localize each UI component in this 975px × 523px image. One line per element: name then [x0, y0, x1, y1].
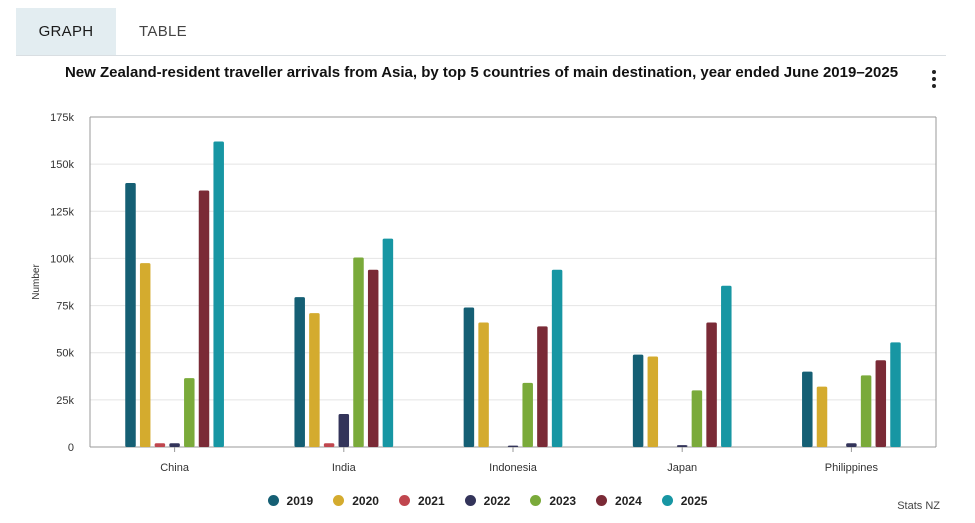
legend-item[interactable]: 2020 — [333, 494, 379, 508]
y-tick-label: 150k — [50, 159, 74, 171]
bar — [522, 382, 533, 447]
chart-title: New Zealand-resident traveller arrivals … — [64, 64, 899, 81]
legend-marker — [661, 495, 673, 506]
vertical-ellipsis-icon[interactable] — [924, 68, 944, 90]
y-tick-label: 25k — [56, 395, 74, 407]
legend-label: 2023 — [549, 494, 577, 508]
bar — [184, 378, 195, 447]
bar — [367, 269, 379, 447]
bar — [353, 257, 364, 447]
bar — [478, 322, 489, 447]
bar — [846, 443, 857, 447]
x-tick-label: Indonesia — [489, 462, 538, 474]
legend-item[interactable]: 2025 — [661, 494, 708, 508]
y-tick-label: 50k — [56, 348, 74, 360]
bar — [537, 326, 548, 447]
bar — [309, 313, 320, 447]
bar — [632, 354, 644, 447]
source-credit: Stats NZ — [897, 500, 940, 512]
tab-graph[interactable]: GRAPH — [16, 8, 116, 55]
x-tick-label: India — [332, 462, 357, 474]
y-tick-label: 75k — [56, 301, 74, 313]
bar — [890, 342, 901, 447]
legend-label: 2025 — [680, 494, 708, 508]
legend-label: 2024 — [615, 494, 642, 508]
legend-label: 2020 — [352, 494, 379, 508]
bar — [294, 297, 305, 447]
legend-item[interactable]: 2024 — [596, 494, 642, 508]
bar — [125, 183, 136, 447]
legend-marker — [267, 495, 279, 506]
bar — [154, 443, 166, 447]
y-tick-label: 0 — [68, 442, 74, 454]
bar — [721, 285, 732, 447]
legend-marker — [333, 495, 345, 506]
x-tick-label: Philippines — [825, 462, 879, 474]
legend-item[interactable]: 2021 — [398, 494, 445, 508]
x-tick-label: China — [160, 462, 190, 474]
bar — [551, 269, 563, 447]
legend-item[interactable]: 2019 — [267, 494, 314, 508]
y-tick-label: 175k — [50, 112, 74, 124]
bar — [323, 443, 335, 447]
bar — [507, 445, 519, 447]
bar — [691, 390, 703, 447]
bar — [213, 141, 224, 447]
bar — [139, 263, 151, 447]
chart-legend: 2019 2020 2021 2022 2023 2024 2025 — [0, 494, 975, 510]
legend-item[interactable]: 2022 — [464, 494, 511, 508]
bar — [706, 322, 717, 447]
bar — [338, 414, 350, 447]
bar — [463, 307, 475, 447]
y-tick-label: 125k — [50, 206, 74, 218]
bar — [875, 360, 887, 447]
y-axis-title: Number — [31, 264, 42, 300]
tab-table[interactable]: TABLE — [139, 23, 187, 40]
y-tick-label: 100k — [50, 253, 74, 265]
bar — [647, 356, 659, 447]
legend-marker — [596, 495, 608, 506]
legend-label: 2021 — [417, 494, 445, 508]
legend-label: 2019 — [286, 494, 314, 508]
legend-item[interactable]: 2023 — [530, 494, 576, 508]
bar — [382, 238, 394, 447]
bar — [676, 445, 688, 447]
bar — [816, 386, 828, 447]
x-tick-label: Japan — [667, 462, 697, 474]
legend-marker — [398, 495, 410, 506]
legend-marker — [530, 495, 542, 506]
bar — [198, 190, 210, 448]
bar — [860, 375, 872, 447]
legend-label: 2022 — [483, 494, 511, 508]
bar — [169, 443, 180, 447]
legend-marker — [464, 495, 476, 506]
tab-bar: GRAPH TABLE — [16, 8, 946, 56]
bar — [802, 371, 813, 447]
